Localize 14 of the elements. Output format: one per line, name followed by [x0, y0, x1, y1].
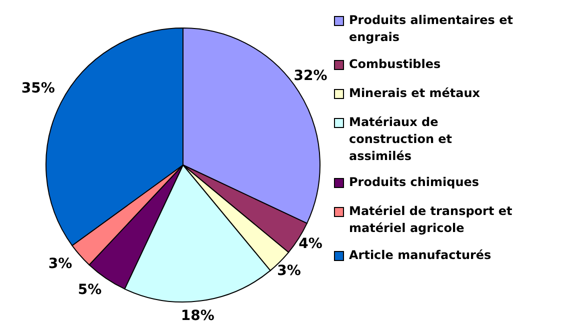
data-label: 32%	[294, 68, 328, 84]
data-label: 3%	[277, 263, 301, 280]
legend-label: Matériaux de construction et assimilés	[349, 114, 454, 165]
data-label: 35%	[21, 80, 55, 97]
legend-label: Produits chimiques	[349, 174, 480, 191]
legend-label: Minerais et métaux	[349, 85, 481, 102]
data-label: 3%	[48, 256, 72, 272]
data-label: 18%	[180, 308, 214, 322]
legend-label: Article manufacturés	[349, 247, 492, 264]
legend-label: Combustibles	[349, 56, 442, 73]
legend-label: Produits alimentaires et engrais	[349, 12, 514, 46]
data-label: 5%	[78, 282, 102, 298]
data-label: 4%	[298, 236, 322, 252]
legend-label: Matériel de transport et matériel agricole	[349, 203, 514, 237]
